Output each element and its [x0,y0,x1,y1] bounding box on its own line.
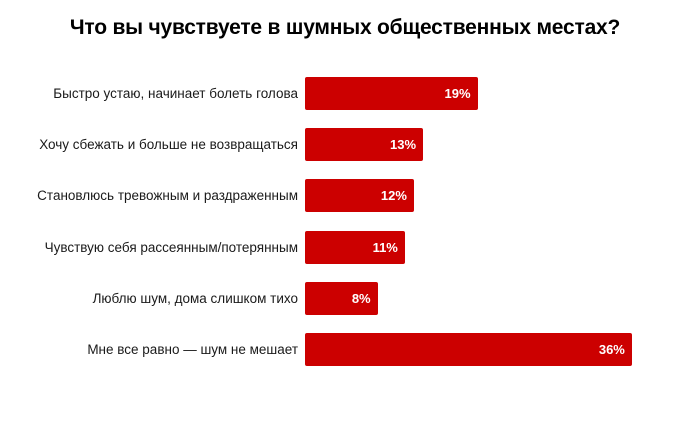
bar: 36% [305,333,632,366]
bar: 13% [305,128,424,162]
bar-category-label: Люблю шум, дома слишком тихо [92,290,298,306]
bar: 19% [305,77,478,110]
bar-row: Хочу сбежать и больше не возвращаться 13% [0,128,690,162]
bar-category-label: Мне все равно — шум не мешает [87,342,298,357]
bar-row: Становлюсь тревожным и раздраженным 12% [0,179,690,213]
bar-row: Мне все равно — шум не мешает 36% [0,333,690,366]
chart-title: Что вы чувствуете в шумных общественных … [69,16,621,39]
bar: 11% [305,230,405,264]
bar-row: Быстро устаю, начинает болеть голова 19% [0,77,690,110]
bar-category-label: Хочу сбежать и больше не возвращаться [39,137,298,153]
bar-category-label: Становлюсь тревожным и раздраженным [37,188,298,204]
bar-category-label: Быстро устаю, начинает болеть голова [53,86,298,101]
bar: 12% [305,179,414,213]
bar-row: Люблю шум, дома слишком тихо 8% [0,281,690,315]
bar: 8% [305,281,378,315]
bar-category-label: Чувствую себя рассеянным/потерянным [44,239,298,255]
bar-row: Чувствую себя рассеянным/потерянным 11% [0,230,690,264]
